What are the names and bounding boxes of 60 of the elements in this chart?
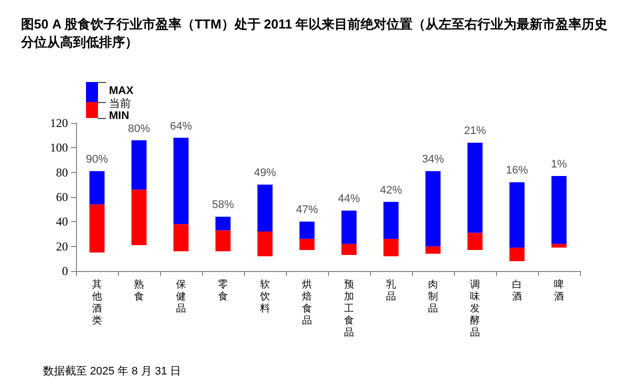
x-tick-label: 烘焙食品	[302, 278, 312, 326]
x-tick-label: 其他酒类	[92, 278, 102, 326]
x-tick-label: 白酒	[512, 278, 522, 302]
bar	[551, 176, 567, 244]
bar	[257, 184, 273, 232]
bar	[257, 232, 273, 256]
annotation: 1%	[551, 158, 568, 171]
x-tick-label: 零食	[218, 280, 228, 302]
x-tick-label: 预加工食品	[344, 280, 354, 338]
y-tick-label: 20	[56, 239, 68, 254]
bar	[341, 210, 357, 244]
x-tick-label: 调味发酵品	[470, 278, 480, 338]
bar	[509, 182, 525, 248]
annotation: 58%	[212, 199, 234, 212]
bar	[215, 216, 231, 230]
annotation: 90%	[86, 154, 108, 166]
bar	[425, 171, 441, 246]
bar	[341, 244, 357, 255]
bar	[383, 238, 399, 256]
bar	[173, 138, 189, 224]
legend-label: MAX	[109, 85, 134, 97]
bar	[467, 232, 483, 250]
bar	[509, 248, 525, 262]
bar	[467, 142, 483, 233]
bar	[131, 190, 147, 246]
bar	[215, 230, 231, 252]
bar	[173, 224, 189, 252]
bar	[89, 204, 105, 252]
chart-title: 图50 A 股食饮子行业市盈率（TTM）处于 2011 年以来目前绝对位置（从左至右行业为最新市盈率历史分位从高到低排序）	[20, 16, 608, 50]
annotation: 21%	[464, 125, 486, 138]
annotation: 49%	[254, 167, 276, 180]
x-tick-label: 熟食	[134, 278, 144, 302]
text: 当前	[109, 98, 131, 110]
annotation: 42%	[380, 184, 402, 196]
x-tick-label: 保健品	[176, 280, 186, 314]
bar	[131, 140, 147, 190]
y-tick-label: 60	[56, 190, 68, 204]
annotation: 47%	[296, 204, 318, 216]
annotation: 64%	[170, 120, 192, 132]
y-tick-label: 120	[50, 116, 68, 130]
y-tick-label: 40	[56, 214, 68, 229]
annotation: 44%	[338, 193, 360, 206]
x-tick-label: 软饮料	[259, 278, 270, 314]
y-tick-label: 100	[50, 140, 68, 155]
x-tick-label: 乳品	[386, 278, 396, 302]
bar	[383, 202, 399, 239]
bar	[89, 171, 105, 204]
annotation: 34%	[422, 154, 444, 166]
y-tick-label: 0	[62, 264, 68, 278]
bar	[299, 222, 315, 239]
x-tick-label: 啤酒	[554, 278, 564, 302]
annotation: 80%	[128, 122, 150, 135]
legend-label: MIN	[109, 110, 130, 122]
x-tick-label: 肉制品	[428, 280, 438, 314]
bar	[551, 244, 567, 248]
bar	[299, 238, 315, 250]
bar	[425, 246, 441, 254]
annotation: 16%	[506, 164, 528, 177]
y-tick-label: 80	[56, 165, 68, 180]
text: 数据截至 2025 年 8 月 31 日	[43, 364, 182, 378]
